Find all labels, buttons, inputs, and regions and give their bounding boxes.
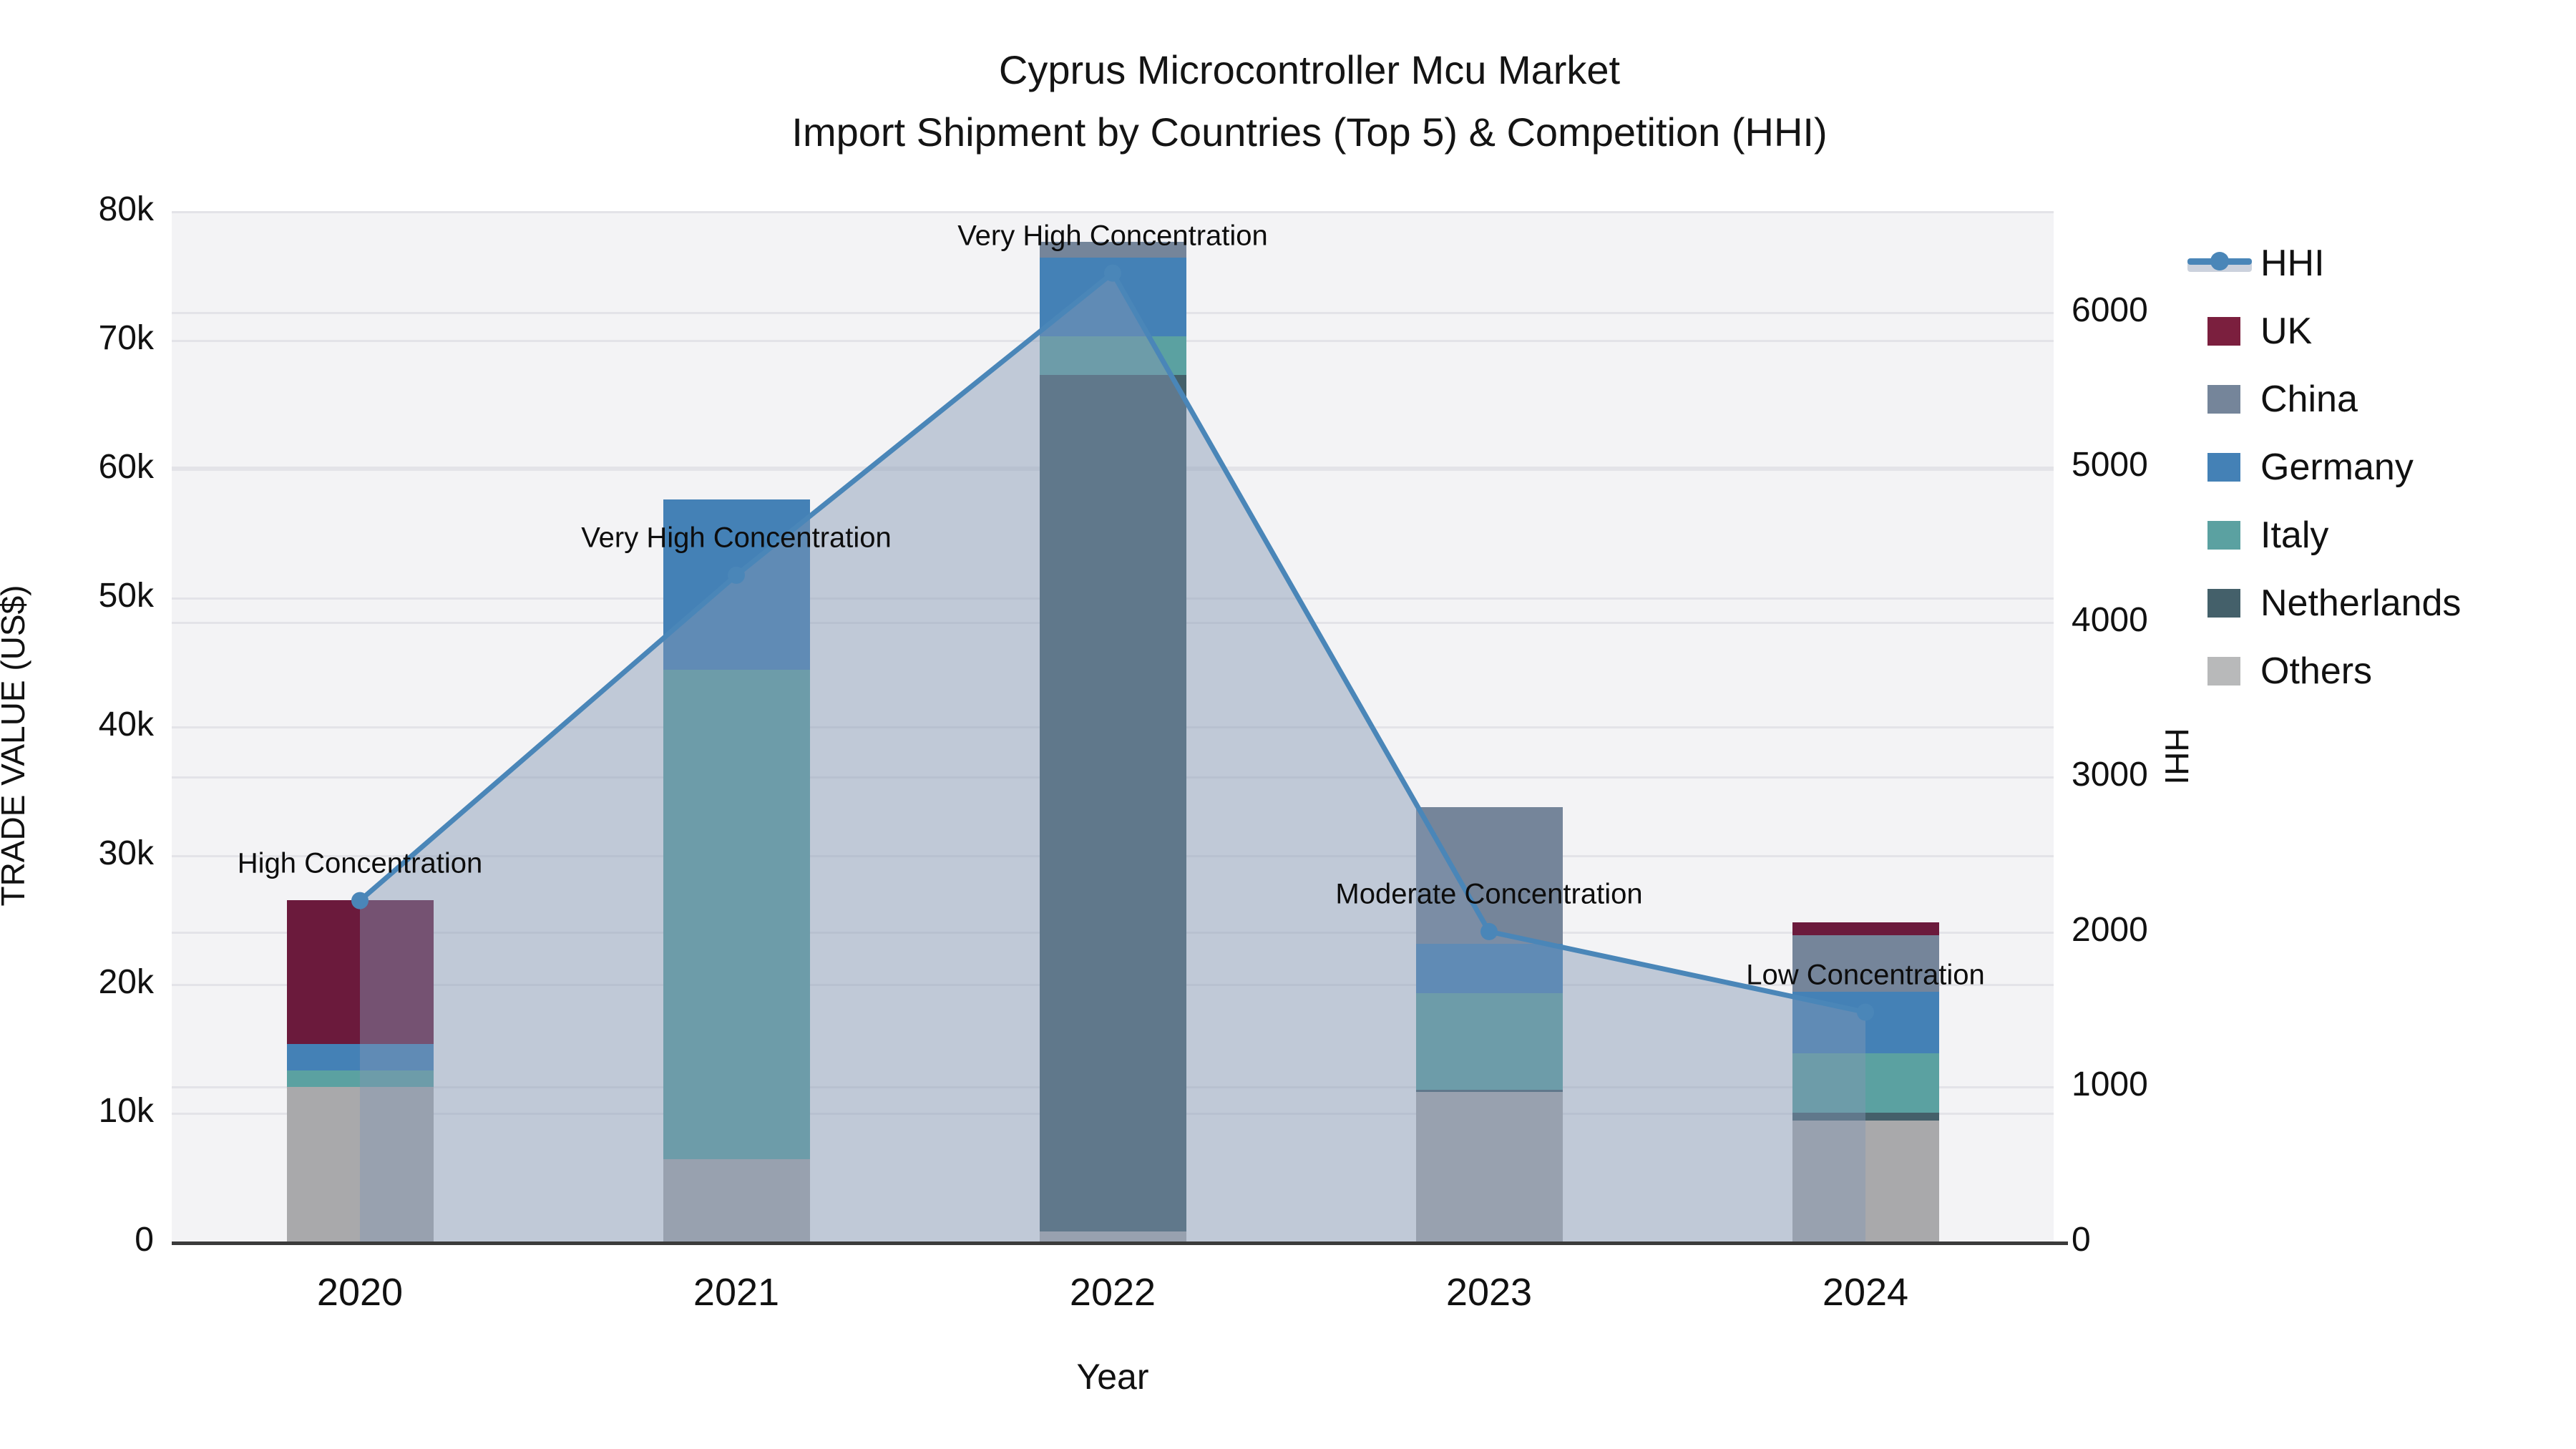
y-axis-label-left: TRADE VALUE (US$) xyxy=(0,585,31,907)
bar-segment-china-2022 xyxy=(1039,242,1186,258)
bar-segment-others-2020 xyxy=(286,1087,434,1241)
bar-segment-italy-2023 xyxy=(1415,992,1563,1090)
legend-label-uk: UK xyxy=(2260,310,2313,352)
y-tick-right: 2000 xyxy=(2072,910,2148,949)
bar-segment-others-2021 xyxy=(663,1158,810,1241)
x-tick-year: 2024 xyxy=(1822,1271,1909,1314)
bar-segment-italy-2024 xyxy=(1792,1053,1939,1113)
x-axis-label: Year xyxy=(1076,1357,1149,1397)
legend-item-hhi: HHI xyxy=(2187,229,2461,297)
x-tick-year: 2023 xyxy=(1445,1271,1533,1314)
bar-segment-uk-2024 xyxy=(1792,922,1939,935)
y-tick-left: 40k xyxy=(98,706,154,743)
legend-item-germany: Germany xyxy=(2207,433,2461,501)
x-tick-year: 2022 xyxy=(1069,1271,1156,1314)
bar-segment-germany-2023 xyxy=(1415,944,1563,993)
legend-label-germany: Germany xyxy=(2260,446,2414,488)
legend-swatch-others xyxy=(2207,656,2240,686)
plot-area xyxy=(172,211,2054,1241)
bar-segment-italy-2022 xyxy=(1039,336,1186,375)
bar-segment-others-2024 xyxy=(1792,1120,1939,1241)
bar-segment-netherlands-2023 xyxy=(1415,1089,1563,1093)
legend-hhi-line-icon xyxy=(2187,249,2252,278)
y-tick-left: 70k xyxy=(98,319,154,357)
legend-label-china: China xyxy=(2260,378,2358,420)
bar-segment-netherlands-2022 xyxy=(1039,374,1186,1231)
bar-segment-italy-2020 xyxy=(286,1070,434,1087)
bar-segment-others-2022 xyxy=(1039,1231,1186,1241)
annotation-2022: Very High Concentration xyxy=(957,220,1268,252)
y-tick-left: 50k xyxy=(98,577,154,615)
y-tick-right: 5000 xyxy=(2072,446,2148,484)
y-tick-left: 60k xyxy=(98,448,154,486)
bar-segment-germany-2022 xyxy=(1039,257,1186,336)
y-tick-right: 6000 xyxy=(2072,291,2148,329)
y-tick-left: 10k xyxy=(98,1092,154,1130)
y-tick-right: 1000 xyxy=(2072,1065,2148,1104)
annotation-2023: Moderate Concentration xyxy=(1335,878,1643,910)
legend-swatch-italy xyxy=(2207,520,2240,550)
y-tick-left: 80k xyxy=(98,190,154,228)
bar-segment-germany-2020 xyxy=(286,1043,434,1070)
legend-label-netherlands: Netherlands xyxy=(2260,582,2462,624)
legend-swatch-china xyxy=(2207,384,2240,414)
y-tick-right: 3000 xyxy=(2072,756,2148,794)
annotation-2020: High Concentration xyxy=(237,847,483,879)
legend-item-others: Others xyxy=(2207,637,2461,705)
bar-segment-italy-2021 xyxy=(663,669,810,1159)
legend-item-italy: Italy xyxy=(2207,501,2461,569)
legend-item-uk: UK xyxy=(2207,297,2461,365)
y-tick-right: 0 xyxy=(2072,1221,2091,1259)
legend-swatch-germany xyxy=(2207,452,2240,482)
annotation-2021: Very High Concentration xyxy=(581,522,892,554)
bar-segment-netherlands-2024 xyxy=(1792,1113,1939,1121)
legend-label-hhi: HHI xyxy=(2260,242,2325,284)
chart-title-line2: Import Shipment by Countries (Top 5) & C… xyxy=(791,109,1828,155)
annotation-2024: Low Concentration xyxy=(1746,959,1985,991)
gridline-left-axis xyxy=(172,211,2054,213)
y-tick-right: 4000 xyxy=(2072,600,2148,639)
legend-swatch-uk xyxy=(2207,316,2240,346)
y-tick-left: 30k xyxy=(98,834,154,872)
bar-segment-uk-2020 xyxy=(286,900,434,1044)
legend-label-italy: Italy xyxy=(2260,514,2329,556)
legend-item-netherlands: Netherlands xyxy=(2207,569,2461,637)
bar-segment-germany-2024 xyxy=(1792,991,1939,1054)
x-axis-line xyxy=(172,1241,2068,1245)
y-tick-left: 0 xyxy=(135,1221,154,1259)
legend-swatch-netherlands xyxy=(2207,588,2240,618)
x-tick-year: 2021 xyxy=(693,1271,780,1314)
chart-title-line1: Cyprus Microcontroller Mcu Market xyxy=(998,47,1621,92)
bar-segment-others-2023 xyxy=(1415,1092,1563,1241)
legend: HHI UK China Germany Italy Netherlands Others xyxy=(2187,229,2461,705)
legend-item-china: China xyxy=(2207,365,2461,433)
bar-segment-china-2023 xyxy=(1415,807,1563,945)
x-tick-year: 2020 xyxy=(316,1271,404,1314)
legend-hhi-marker-dot xyxy=(2210,251,2229,270)
y-tick-left: 20k xyxy=(98,963,154,1001)
chart-title: Cyprus Microcontroller Mcu Market Import… xyxy=(165,39,2454,164)
legend-label-others: Others xyxy=(2260,650,2373,692)
